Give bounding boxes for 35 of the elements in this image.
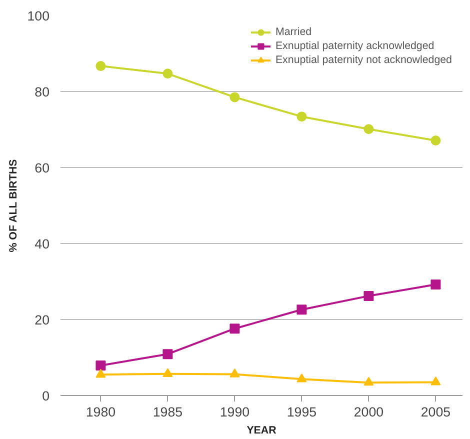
x-tick-label: 2000 <box>354 404 384 420</box>
point <box>96 360 106 370</box>
point <box>96 368 106 378</box>
point <box>296 112 307 122</box>
y-tick-label: 100 <box>27 8 50 24</box>
point <box>364 376 374 386</box>
x-tick-label: 2005 <box>420 404 451 420</box>
y-tick-label: 0 <box>42 388 50 404</box>
legend-label: Exnuptial paternity not acknowledged <box>275 53 452 67</box>
point <box>162 68 173 79</box>
point <box>296 304 307 315</box>
point <box>230 92 240 102</box>
point <box>162 349 173 360</box>
point <box>96 61 106 72</box>
y-axis-title: % OF ALL BIRTHS <box>7 159 20 252</box>
y-tick-label: 40 <box>34 236 50 252</box>
x-tick-label: 1990 <box>220 404 250 420</box>
point <box>162 368 173 377</box>
point <box>364 290 374 301</box>
legend-label: Exnuptial paternity acknowledged <box>275 39 434 53</box>
point <box>230 324 240 334</box>
x-tick-label: 1985 <box>152 404 183 420</box>
point <box>296 373 307 382</box>
point <box>430 280 441 290</box>
point <box>364 124 374 134</box>
x-axis-title: YEAR <box>246 424 277 436</box>
y-tick-label: 20 <box>34 312 50 328</box>
y-tick-label: 60 <box>34 160 50 176</box>
x-tick-label: 1980 <box>86 404 116 420</box>
y-tick-label: 80 <box>34 84 50 100</box>
point <box>430 376 441 386</box>
legend-label: Married <box>275 25 312 39</box>
point <box>430 136 441 146</box>
point <box>230 368 240 378</box>
x-tick-label: 1995 <box>286 404 317 420</box>
